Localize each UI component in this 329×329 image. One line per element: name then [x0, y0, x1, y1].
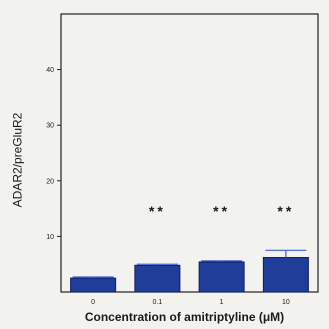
y-tick-label: 40: [46, 67, 54, 74]
y-axis-label: ADAR2/preGluR2: [10, 112, 24, 208]
x-tick-label: 1: [220, 299, 224, 306]
y-tick-label: 10: [46, 234, 54, 241]
x-axis-label: Concentration of amitriptyline (μM): [84, 310, 285, 324]
significance-marker: **: [149, 203, 166, 219]
x-tick-label: 10: [282, 299, 290, 306]
bar: [262, 257, 309, 293]
significance-marker: **: [213, 203, 230, 219]
y-tick-label: 20: [46, 178, 54, 185]
x-tick-label: 0: [91, 299, 95, 306]
bar: [70, 277, 117, 293]
bar: [198, 261, 245, 293]
x-tick-label: 0.1: [153, 299, 163, 306]
significance-marker: **: [277, 203, 294, 219]
bar: [134, 264, 181, 293]
y-axis-label-wrap: ADAR2/preGluR2: [2, 60, 32, 260]
plot-frame: [60, 13, 319, 293]
y-tick-label: 30: [46, 123, 54, 130]
